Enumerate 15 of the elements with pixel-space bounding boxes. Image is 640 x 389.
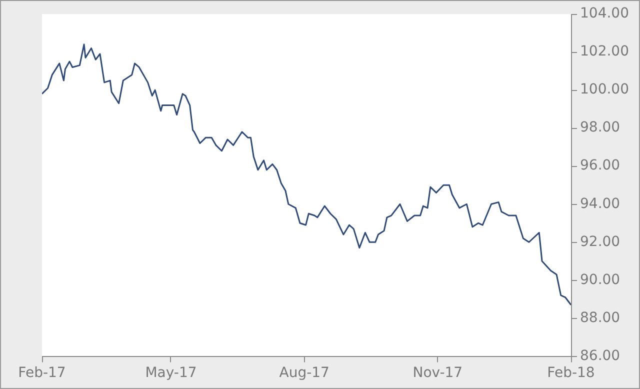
y-tick-label: 102.00 bbox=[580, 44, 630, 60]
y-tick-label: 88.00 bbox=[580, 310, 620, 326]
x-tick-label: Feb-18 bbox=[547, 365, 595, 382]
y-tick-label: 98.00 bbox=[580, 120, 620, 136]
x-tick-label: Aug-17 bbox=[279, 365, 330, 382]
y-tick-label: 86.00 bbox=[580, 348, 620, 364]
x-tick-label: May-17 bbox=[145, 365, 197, 382]
x-tick-label: Feb-17 bbox=[18, 365, 66, 382]
y-tick-label: 96.00 bbox=[580, 158, 620, 174]
y-tick-label: 90.00 bbox=[580, 272, 620, 288]
y-tick-label: 100.00 bbox=[580, 82, 630, 98]
y-tick-label: 94.00 bbox=[580, 196, 620, 212]
y-tick-label: 104.00 bbox=[580, 6, 630, 22]
x-tick-label: Nov-17 bbox=[412, 365, 463, 382]
y-tick-label: 92.00 bbox=[580, 234, 620, 250]
